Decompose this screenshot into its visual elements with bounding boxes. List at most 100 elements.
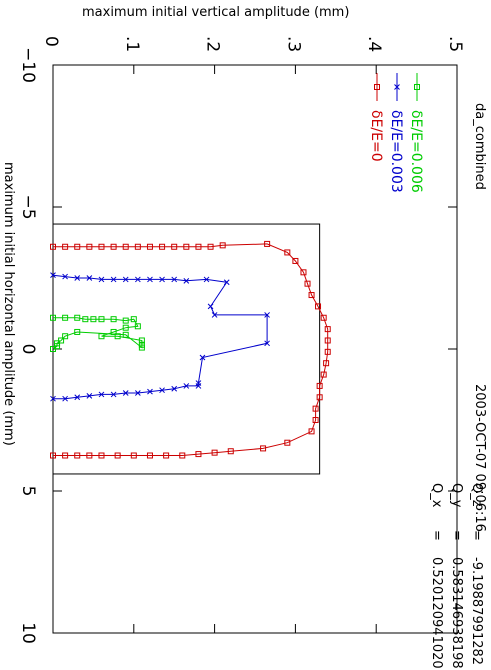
data-point — [110, 391, 117, 398]
x-tick-label: 0 — [18, 344, 38, 355]
legend-label: δE/E=0 — [368, 110, 384, 162]
data-point — [323, 360, 330, 367]
data-point — [50, 346, 56, 352]
data-point — [98, 333, 105, 340]
data-point — [110, 316, 117, 323]
data-point — [211, 449, 218, 456]
data-point — [414, 84, 420, 90]
data-point — [223, 279, 230, 286]
data-point — [122, 243, 129, 250]
x-axis-title: maximum initial horizontal amplitude (mm… — [1, 162, 16, 446]
data-point — [134, 276, 141, 283]
data-point — [284, 249, 291, 256]
data-point — [62, 273, 68, 280]
legend-item: δE/E=0 — [368, 73, 384, 162]
series-2 — [50, 314, 145, 352]
data-point — [134, 323, 141, 330]
data-point — [227, 448, 234, 455]
legend-label: δE/E=0.006 — [408, 110, 424, 193]
qy-value: 0.583146938198 — [449, 557, 464, 669]
data-point — [183, 383, 190, 389]
data-point — [98, 243, 105, 250]
data-point — [74, 275, 81, 281]
data-point — [300, 269, 307, 276]
x-tick-label: −10 — [18, 47, 38, 83]
data-point — [74, 452, 81, 459]
data-point — [134, 390, 141, 396]
timestamp: 2003-OCT-07 09:06:16 — [472, 384, 487, 532]
data-point — [74, 243, 81, 250]
data-point — [146, 243, 153, 250]
data-point — [86, 452, 93, 459]
data-point — [374, 84, 380, 90]
chart-title: da_combined — [472, 103, 487, 190]
data-point — [62, 333, 69, 340]
series-line — [52, 317, 143, 350]
data-point — [320, 371, 327, 378]
data-point — [122, 324, 129, 331]
data-point — [308, 428, 315, 435]
data-point — [312, 405, 319, 412]
data-point — [264, 312, 270, 318]
qz-value: -9.19887991282 — [469, 557, 484, 665]
data-point — [50, 272, 56, 279]
data-point — [122, 331, 129, 338]
data-point — [264, 340, 270, 347]
y-tick-label: 0 — [41, 36, 61, 47]
data-point — [324, 348, 331, 355]
y-tick-label: .4 — [364, 36, 384, 52]
data-point — [146, 452, 153, 459]
data-point — [98, 276, 105, 283]
data-point — [147, 276, 153, 283]
y-tick-label: .5 — [445, 36, 465, 52]
qy-label: Q_y — [449, 483, 464, 508]
data-point — [110, 243, 117, 250]
data-point — [183, 277, 190, 284]
data-point — [147, 388, 153, 395]
data-point — [50, 395, 56, 402]
x-tick-label: 5 — [18, 486, 38, 497]
data-point — [179, 452, 186, 459]
data-point — [50, 243, 56, 250]
data-point — [284, 439, 291, 446]
y-tick-label: .3 — [283, 36, 303, 52]
data-point — [114, 333, 121, 340]
data-point — [50, 314, 56, 321]
data-point — [316, 394, 323, 401]
data-point — [316, 382, 323, 389]
data-point — [90, 316, 97, 323]
data-point — [324, 326, 331, 333]
y-tick-label: .1 — [122, 36, 142, 52]
data-point — [114, 452, 121, 459]
qz-label: Q_z — [469, 483, 484, 507]
data-point — [122, 317, 129, 324]
data-point — [50, 452, 56, 459]
data-point — [62, 243, 69, 250]
data-point — [122, 276, 129, 283]
data-point — [312, 417, 319, 423]
qy-eq: = — [449, 530, 464, 541]
data-point — [219, 242, 226, 249]
data-point — [308, 292, 315, 299]
data-point — [171, 276, 178, 283]
data-point — [74, 314, 81, 321]
data-point — [211, 312, 218, 318]
legend-label: δE/E=0.003 — [388, 110, 404, 193]
data-point — [130, 452, 137, 459]
series-1 — [50, 272, 270, 402]
data-point — [134, 243, 141, 250]
x-tick-label: 10 — [18, 622, 38, 644]
data-point — [62, 452, 69, 459]
data-point — [110, 276, 117, 283]
data-point — [82, 316, 89, 323]
data-point — [203, 276, 210, 283]
data-point — [394, 84, 400, 90]
legend-item: δE/E=0.003 — [388, 73, 404, 193]
data-point — [110, 328, 117, 335]
data-point — [320, 314, 327, 321]
data-point — [138, 344, 145, 351]
series-0 — [50, 240, 331, 459]
y-tick-label: .2 — [203, 36, 223, 52]
data-point — [98, 452, 105, 459]
